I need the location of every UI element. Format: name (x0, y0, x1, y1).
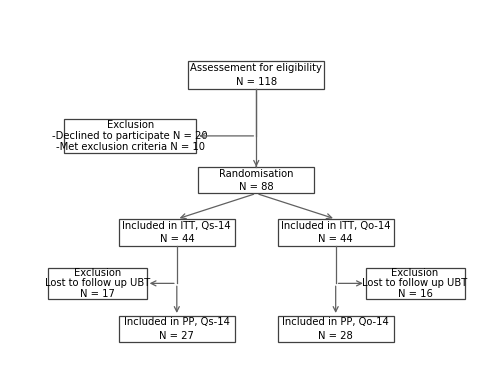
FancyBboxPatch shape (64, 119, 196, 153)
Text: N = 28: N = 28 (318, 331, 353, 341)
Text: Lost to follow up UBT: Lost to follow up UBT (362, 278, 468, 288)
FancyBboxPatch shape (278, 316, 394, 342)
Text: Assessement for eligibility: Assessement for eligibility (190, 64, 322, 74)
Text: Included in PP, Qo-14: Included in PP, Qo-14 (282, 318, 389, 327)
Text: N = 16: N = 16 (398, 289, 432, 299)
Text: Included in ITT, Qo-14: Included in ITT, Qo-14 (281, 221, 390, 231)
Text: Included in PP, Qs-14: Included in PP, Qs-14 (124, 318, 230, 327)
FancyBboxPatch shape (366, 268, 464, 299)
Text: Exclusion: Exclusion (392, 268, 439, 278)
FancyBboxPatch shape (118, 219, 235, 246)
Text: Lost to follow up UBT: Lost to follow up UBT (45, 278, 150, 288)
Text: N = 88: N = 88 (239, 182, 274, 192)
Text: N = 17: N = 17 (80, 289, 115, 299)
Text: -Declined to participate N = 20: -Declined to participate N = 20 (52, 131, 208, 141)
Text: Exclusion: Exclusion (74, 268, 121, 278)
FancyBboxPatch shape (198, 167, 314, 193)
Text: N = 44: N = 44 (160, 234, 194, 244)
FancyBboxPatch shape (278, 219, 394, 246)
FancyBboxPatch shape (118, 316, 235, 342)
FancyBboxPatch shape (48, 268, 147, 299)
Text: N = 44: N = 44 (318, 234, 353, 244)
Text: -Met exclusion criteria N = 10: -Met exclusion criteria N = 10 (56, 142, 205, 152)
Text: N = 118: N = 118 (236, 77, 277, 87)
Text: Included in ITT, Qs-14: Included in ITT, Qs-14 (122, 221, 231, 231)
Text: Randomisation: Randomisation (219, 169, 294, 178)
Text: Exclusion: Exclusion (106, 119, 154, 129)
FancyBboxPatch shape (188, 61, 324, 90)
Text: N = 27: N = 27 (160, 331, 194, 341)
